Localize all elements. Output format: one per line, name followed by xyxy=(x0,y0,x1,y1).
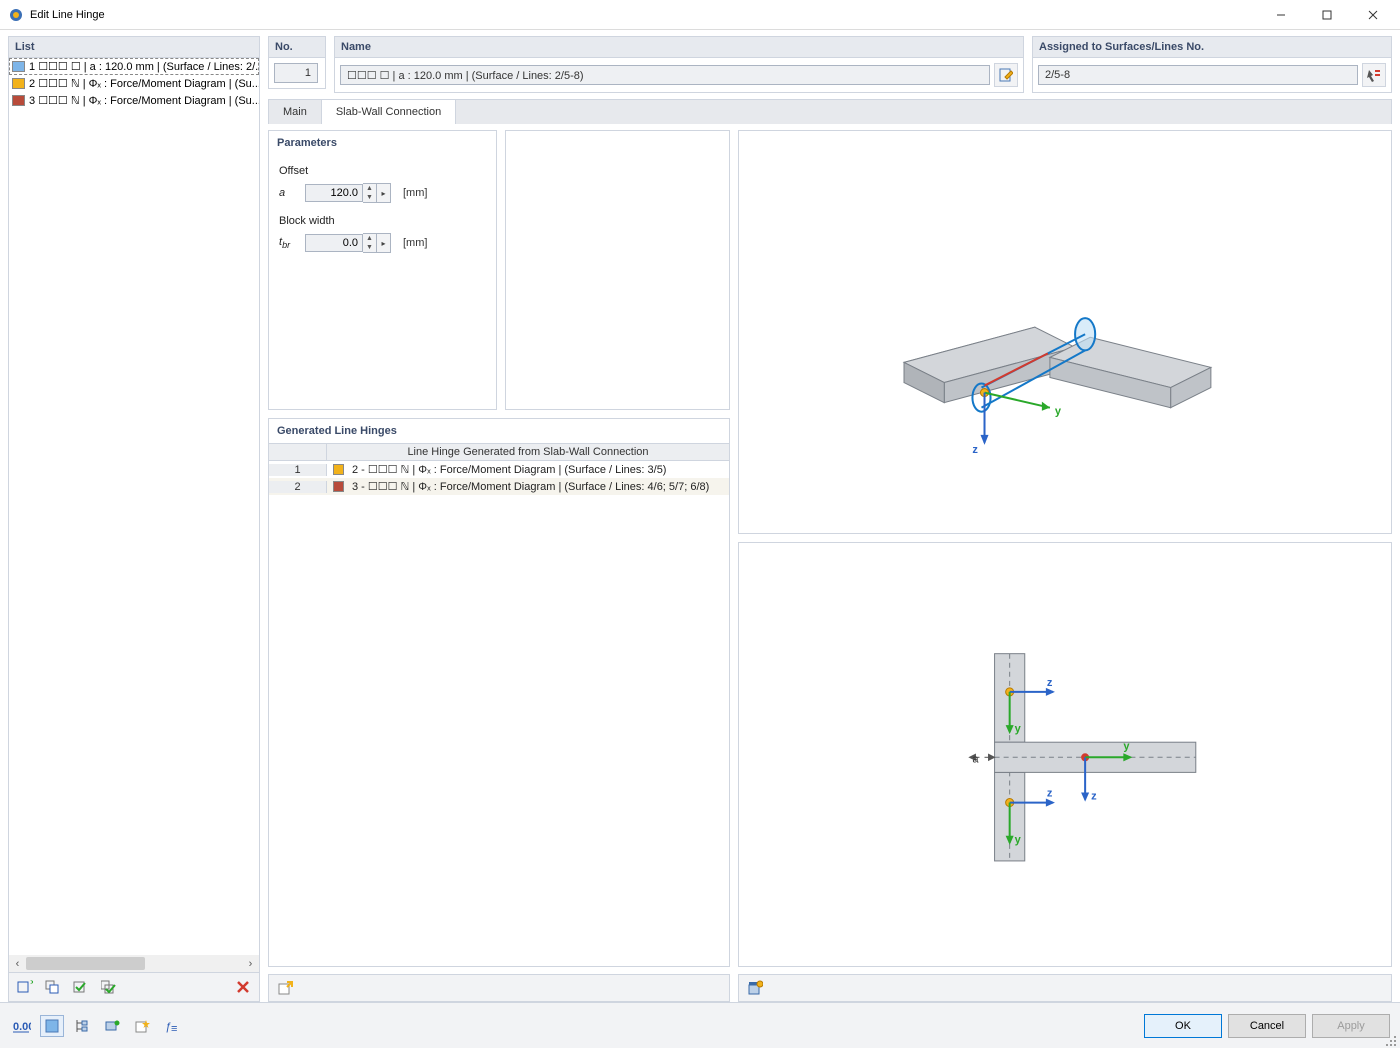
list-item-label: ☐☐☐ ℕ | Φₓ : Force/Moment Diagram | (Su.… xyxy=(38,94,260,107)
tree-button[interactable] xyxy=(70,1015,94,1037)
block-width-unit: [mm] xyxy=(403,237,427,249)
list-item-label: ☐☐☐ ℕ | Φₓ : Force/Moment Diagram | (Su.… xyxy=(38,77,260,90)
view-button[interactable] xyxy=(100,1015,124,1037)
apply-button[interactable]: Apply xyxy=(1312,1014,1390,1038)
list-item[interactable]: 3 ☐☐☐ ℕ | Φₓ : Force/Moment Diagram | (S… xyxy=(9,92,259,109)
svg-text:z: z xyxy=(1091,791,1097,803)
list-toolbar: ✶ xyxy=(8,973,260,1002)
params-toolbar xyxy=(268,974,730,1002)
list-item-index: 1 xyxy=(29,61,35,73)
color-swatch xyxy=(333,481,344,492)
pick-surfaces-button[interactable] xyxy=(1362,63,1386,87)
svg-text:z: z xyxy=(1047,788,1053,800)
cancel-button[interactable]: Cancel xyxy=(1228,1014,1306,1038)
scroll-left-icon[interactable]: ‹ xyxy=(9,955,26,972)
offset-label: Offset xyxy=(279,165,486,177)
list-box[interactable]: 1 ☐☐☐ ☐ | a : 120.0 mm | (Surface / Line… xyxy=(8,58,260,973)
favorites-button[interactable] xyxy=(130,1015,154,1037)
window-title: Edit Line Hinge xyxy=(30,9,1258,21)
tabs: Main Slab-Wall Connection xyxy=(268,99,1392,124)
row-text: 3 - ☐☐☐ ℕ | Φₓ : Force/Moment Diagram | … xyxy=(352,480,709,493)
title-bar: Edit Line Hinge xyxy=(0,0,1400,30)
offset-symbol: a xyxy=(279,187,299,199)
ok-button[interactable]: OK xyxy=(1144,1014,1222,1038)
color-swatch xyxy=(12,78,25,89)
svg-text:y: y xyxy=(1015,834,1022,846)
svg-text:0.00: 0.00 xyxy=(13,1021,31,1033)
row-index: 2 xyxy=(269,481,327,493)
offset-spinner[interactable]: ▲▼ ▸ xyxy=(305,183,391,203)
function-button[interactable]: ƒ≡ xyxy=(160,1015,184,1037)
units-button[interactable]: 0.00 xyxy=(10,1015,34,1037)
offset-input[interactable] xyxy=(305,184,363,202)
generated-title: Generated Line Hinges xyxy=(269,419,729,443)
preview-3d[interactable]: y z xyxy=(738,130,1392,534)
svg-text:y: y xyxy=(1015,724,1022,736)
block-width-label: Block width xyxy=(279,215,486,227)
delete-button[interactable] xyxy=(231,976,255,998)
check-item-button[interactable] xyxy=(69,976,93,998)
svg-text:y: y xyxy=(1123,741,1130,753)
no-field-block: No. xyxy=(268,36,326,93)
tab-main[interactable]: Main xyxy=(269,100,322,124)
generated-hinges-group: Generated Line Hinges Line Hinge Generat… xyxy=(268,418,730,967)
maximize-button[interactable] xyxy=(1304,0,1350,30)
assigned-label: Assigned to Surfaces/Lines No. xyxy=(1032,36,1392,58)
scroll-right-icon[interactable]: › xyxy=(242,955,259,972)
svg-text:≡: ≡ xyxy=(171,1023,177,1034)
list-header: List xyxy=(8,36,260,58)
preview-2d[interactable]: y z a z y xyxy=(738,542,1392,967)
new-item-button[interactable]: ✶ xyxy=(13,976,37,998)
preview-toolbar xyxy=(738,974,1392,1002)
assigned-field-block: Assigned to Surfaces/Lines No. xyxy=(1032,36,1392,93)
no-label: No. xyxy=(268,36,326,58)
color-swatch xyxy=(12,95,25,106)
minimize-button[interactable] xyxy=(1258,0,1304,30)
export-button[interactable] xyxy=(273,977,297,999)
color-swatch xyxy=(12,61,25,72)
generated-caption: Line Hinge Generated from Slab-Wall Conn… xyxy=(327,444,729,460)
parameters-title: Parameters xyxy=(269,131,496,155)
preview-settings-button[interactable] xyxy=(743,977,767,999)
assigned-input[interactable] xyxy=(1038,65,1358,85)
svg-text:z: z xyxy=(972,444,978,456)
color-mode-button[interactable] xyxy=(40,1015,64,1037)
name-label: Name xyxy=(334,36,1024,58)
list-item-index: 3 xyxy=(29,95,35,107)
resize-grip-icon[interactable] xyxy=(1386,1036,1398,1048)
svg-text:✶: ✶ xyxy=(29,980,33,989)
name-input[interactable] xyxy=(340,65,990,85)
block-width-input[interactable] xyxy=(305,234,363,252)
offset-unit: [mm] xyxy=(403,187,427,199)
svg-text:z: z xyxy=(1047,677,1053,689)
block-width-spinner[interactable]: ▲▼ ▸ xyxy=(305,233,391,253)
tab-slab-wall[interactable]: Slab-Wall Connection xyxy=(322,100,456,124)
list-item[interactable]: 2 ☐☐☐ ℕ | Φₓ : Force/Moment Diagram | (S… xyxy=(9,75,259,92)
dialog-footer: 0.00 ƒ≡ OK Cancel Apply xyxy=(0,1002,1400,1048)
parameters-group: Parameters Offset a ▲▼ ▸ [mm] xyxy=(268,130,497,410)
row-index: 1 xyxy=(269,464,327,476)
color-swatch xyxy=(333,464,344,475)
list-panel: List 1 ☐☐☐ ☐ | a : 120.0 mm | (Surface /… xyxy=(8,36,260,1002)
table-row[interactable]: 2 3 - ☐☐☐ ℕ | Φₓ : Force/Moment Diagram … xyxy=(269,478,729,495)
no-input[interactable] xyxy=(274,63,318,83)
name-field-block: Name xyxy=(334,36,1024,93)
generated-rows: 1 2 - ☐☐☐ ℕ | Φₓ : Force/Moment Diagram … xyxy=(269,461,729,495)
duplicate-item-button[interactable] xyxy=(41,976,65,998)
row-text: 2 - ☐☐☐ ℕ | Φₓ : Force/Moment Diagram | … xyxy=(352,463,666,476)
block-width-symbol: tbr xyxy=(279,236,299,250)
list-item[interactable]: 1 ☐☐☐ ☐ | a : 120.0 mm | (Surface / Line… xyxy=(9,58,259,75)
edit-name-button[interactable] xyxy=(994,63,1018,87)
list-item-index: 2 xyxy=(29,78,35,90)
table-row[interactable]: 1 2 - ☐☐☐ ℕ | Φₓ : Force/Moment Diagram … xyxy=(269,461,729,478)
list-item-label: ☐☐☐ ☐ | a : 120.0 mm | (Surface / Lines:… xyxy=(38,60,260,73)
dimension-a-label: a xyxy=(972,754,979,766)
close-button[interactable] xyxy=(1350,0,1396,30)
horizontal-scrollbar[interactable]: ‹ › xyxy=(9,955,259,972)
check-all-button[interactable] xyxy=(97,976,121,998)
svg-text:y: y xyxy=(1055,406,1062,418)
extra-group xyxy=(505,130,730,410)
app-icon xyxy=(8,7,24,23)
